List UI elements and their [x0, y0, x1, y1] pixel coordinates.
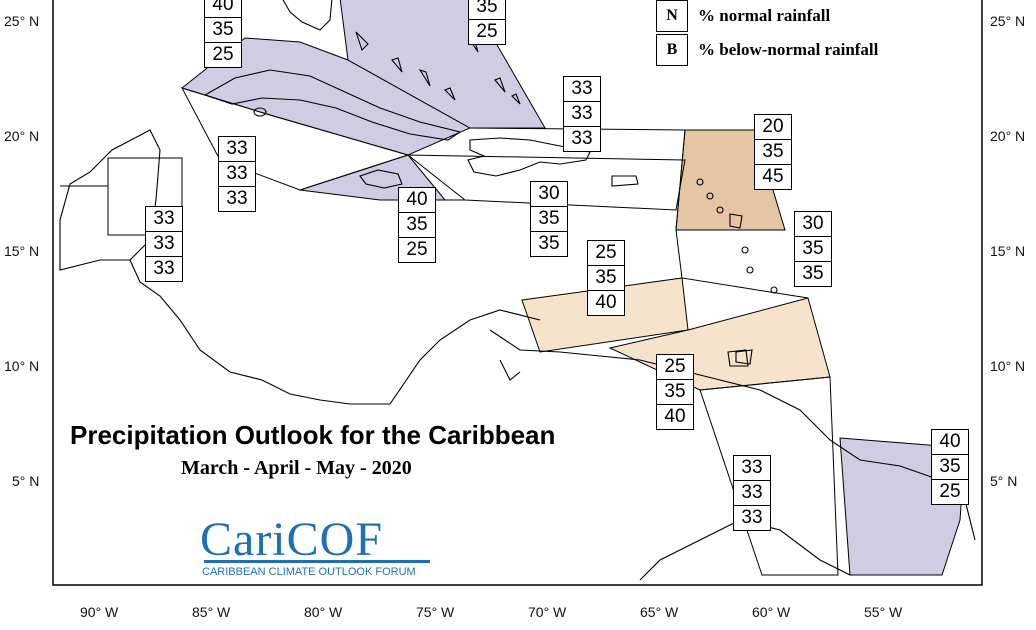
prob-value: 35 — [469, 0, 505, 20]
prob-box-belize: 33 33 33 — [145, 206, 183, 282]
legend-key-below: B — [656, 34, 688, 66]
prob-value: 33 — [219, 162, 255, 187]
prob-value: 35 — [755, 140, 791, 165]
prob-value: 25 — [588, 241, 624, 266]
lon-label-85: 85° W — [192, 604, 231, 620]
prob-value: 25 — [212, 44, 234, 65]
prob-value: 40 — [664, 406, 686, 427]
prob-value: 40 — [932, 430, 968, 455]
prob-box-guyana: 33 33 33 — [733, 455, 771, 531]
prob-value: 25 — [476, 21, 498, 42]
prob-value: 30 — [531, 182, 567, 207]
prob-value: 33 — [146, 232, 182, 257]
lon-label-65: 65° W — [640, 604, 679, 620]
logo-prefix: Cari — [200, 513, 287, 566]
zone-west-cuba — [180, 87, 410, 191]
lat-label-5-left: 5° N — [12, 473, 40, 489]
lat-label-10-left: 10° N — [4, 358, 40, 374]
lon-label-90: 90° W — [80, 604, 119, 620]
prob-value: 25 — [939, 481, 961, 502]
prob-box-abc-islands: 25 35 40 — [587, 240, 625, 316]
prob-value: 35 — [588, 266, 624, 291]
prob-value: 35 — [657, 380, 693, 405]
zone-windward-islands — [469, 127, 809, 299]
prob-value: 25 — [406, 239, 428, 260]
legend-item-normal: N % normal rainfall — [656, 0, 830, 32]
lat-label-5-right: 5° N — [990, 473, 1018, 489]
lat-label-20-left: 20° N — [4, 128, 40, 144]
map-subtitle: March - April - May - 2020 — [181, 457, 412, 479]
prob-box-hispaniola: 30 35 35 — [530, 181, 568, 257]
prob-value: 25 — [657, 355, 693, 380]
prob-value: 35 — [538, 233, 560, 254]
prob-box-trinidad-tobago: 25 35 40 — [656, 354, 694, 430]
prob-value: 35 — [932, 455, 968, 480]
prob-value: 40 — [399, 188, 435, 213]
prob-box-west-cuba: 33 33 33 — [218, 136, 256, 212]
prob-box-southeast-bahamas: 35 25 — [468, 0, 506, 45]
prob-value: 33 — [219, 137, 255, 162]
prob-box-leeward-islands: 20 35 45 — [754, 114, 792, 190]
prob-box-northwest-bahamas: 40 35 25 — [204, 0, 242, 68]
prob-value: 33 — [734, 481, 770, 506]
prob-value: 40 — [595, 292, 617, 313]
logo-tagline: CARIBBEAN CLIMATE OUTLOOK FORUM — [202, 566, 416, 578]
prob-value: 33 — [564, 102, 600, 127]
prob-value: 30 — [795, 212, 831, 237]
legend-item-below: B % below-normal rainfall — [656, 34, 878, 66]
prob-value: 35 — [399, 213, 435, 238]
map-title: Precipitation Outlook for the Caribbean — [70, 420, 556, 450]
lon-label-75: 75° W — [416, 604, 455, 620]
lat-label-25-right: 25° N — [990, 13, 1026, 29]
lat-label-15-right: 15° N — [990, 243, 1026, 259]
prob-value: 33 — [741, 507, 763, 528]
lon-label-55: 55° W — [864, 604, 903, 620]
prob-value: 20 — [755, 115, 791, 140]
prob-value: 35 — [531, 207, 567, 232]
legend-text-below: % below-normal rainfall — [698, 40, 879, 59]
lon-label-80: 80° W — [304, 604, 343, 620]
prob-value: 33 — [571, 128, 593, 149]
prob-value: 33 — [226, 188, 248, 209]
lon-label-60: 60° W — [752, 604, 791, 620]
caricof-logo: CariCOF — [200, 512, 383, 567]
lat-label-25-left: 25° N — [4, 13, 40, 29]
prob-value: 45 — [762, 166, 784, 187]
prob-box-turks-caicos: 33 33 33 — [563, 76, 601, 152]
zone-hispaniola — [406, 154, 686, 211]
prob-box-windward-islands: 30 35 35 — [794, 211, 832, 287]
prob-box-jamaica: 40 35 25 — [398, 187, 436, 263]
prob-value: 33 — [153, 258, 175, 279]
legend-text-normal: % normal rainfall — [698, 6, 831, 25]
prob-value: 35 — [795, 237, 831, 262]
logo-underline — [204, 560, 430, 563]
prob-box-suriname: 40 35 25 — [931, 429, 969, 505]
prob-value: 40 — [205, 0, 241, 18]
lon-label-70: 70° W — [528, 604, 567, 620]
prob-value: 33 — [734, 456, 770, 481]
prob-value: 35 — [205, 18, 241, 43]
lat-label-10-right: 10° N — [990, 358, 1026, 374]
prob-value: 35 — [802, 263, 824, 284]
lat-label-15-left: 15° N — [4, 243, 40, 259]
logo-suffix: COF — [286, 513, 384, 566]
legend-key-normal: N — [656, 0, 688, 32]
lat-label-20-right: 20° N — [990, 128, 1026, 144]
prob-value: 33 — [146, 207, 182, 232]
prob-value: 33 — [564, 77, 600, 102]
